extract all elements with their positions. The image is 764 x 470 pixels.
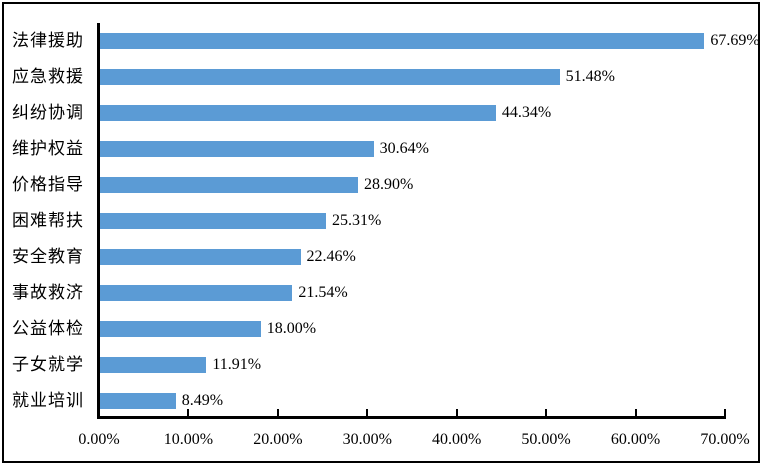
bar <box>100 177 358 193</box>
category-label: 安全教育 <box>12 247 84 266</box>
x-axis-tick <box>455 409 458 417</box>
category-label: 维护权益 <box>12 139 84 158</box>
bar <box>100 141 374 157</box>
x-axis-tick <box>187 409 190 417</box>
value-label: 30.64% <box>379 140 429 157</box>
bar <box>100 393 176 409</box>
x-axis-tick <box>545 409 548 417</box>
x-axis-line <box>97 416 726 419</box>
category-label: 应急救援 <box>12 67 84 86</box>
y-axis-line <box>97 23 100 419</box>
bar <box>100 357 207 373</box>
x-axis-tick-label: 50.00% <box>521 431 571 448</box>
bar <box>100 69 560 85</box>
value-label: 18.00% <box>266 320 317 337</box>
x-axis-tick-label: 40.00% <box>432 431 482 448</box>
category-label: 法律援助 <box>12 31 84 50</box>
x-axis-tick-label: 60.00% <box>610 431 661 448</box>
x-axis-tick <box>98 409 100 417</box>
x-axis-tick-label: 20.00% <box>253 431 303 448</box>
bar <box>100 33 705 49</box>
category-label: 子女就学 <box>12 355 84 374</box>
value-label: 11.91% <box>212 356 262 373</box>
category-label: 事故救济 <box>12 283 84 302</box>
x-axis-tick <box>276 409 279 417</box>
category-label: 价格指导 <box>12 175 84 194</box>
x-axis-tick <box>366 409 369 417</box>
x-axis-tick-label: 0.00% <box>78 431 120 448</box>
value-label: 21.54% <box>298 284 348 301</box>
value-label: 8.49% <box>181 392 224 409</box>
bar <box>100 321 261 337</box>
x-axis-tick-label: 30.00% <box>342 431 392 448</box>
bar <box>100 213 326 229</box>
category-label: 困难帮扶 <box>12 211 84 230</box>
value-label: 51.48% <box>565 68 615 85</box>
bar <box>100 249 301 265</box>
category-label: 公益体检 <box>12 319 84 338</box>
value-label: 67.69% <box>710 32 760 49</box>
x-axis-tick <box>634 409 637 417</box>
x-axis-tick-label: 70.00% <box>700 431 750 448</box>
bar <box>100 285 293 301</box>
value-label: 28.90% <box>364 176 414 193</box>
category-label: 就业培训 <box>12 391 84 410</box>
x-axis-tick <box>724 409 726 417</box>
bar <box>100 105 496 121</box>
value-label: 25.31% <box>331 212 382 229</box>
value-label: 22.46% <box>306 248 356 265</box>
category-label: 纠纷协调 <box>12 103 84 122</box>
value-label: 44.34% <box>501 104 552 121</box>
x-axis-tick-label: 10.00% <box>163 431 214 448</box>
